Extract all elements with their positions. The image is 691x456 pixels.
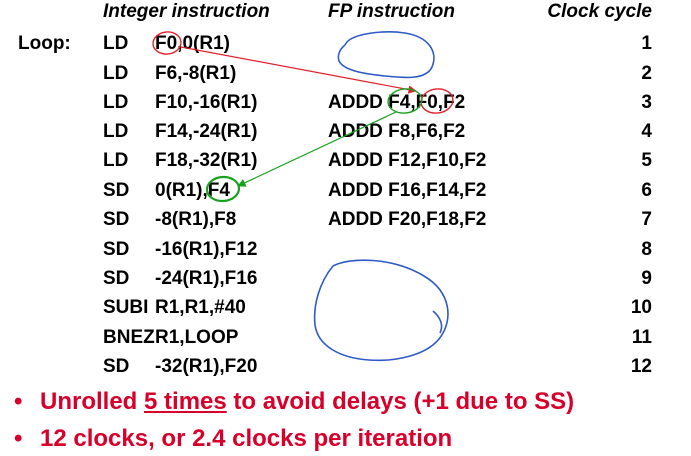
integer-operands: F18,-32(R1) [155, 150, 258, 171]
integer-opcode: LD [103, 33, 129, 54]
bullet-text: Unrolled 5 times to avoid delays (+1 due… [40, 388, 574, 416]
table-row: BNEZ R1,LOOP 11 [0, 327, 691, 357]
bullet-underlined-text: 5 times [144, 388, 227, 415]
table-row: LD F6,-8(R1) 2 [0, 63, 691, 93]
table-row: LD F0,0(R1) 1 [0, 33, 691, 63]
clock-cycle: 10 [630, 297, 652, 318]
integer-operands: F6,-8(R1) [155, 63, 237, 84]
header-integer-instruction: Integer instruction [103, 1, 270, 22]
table-row: LD F14,-24(R1) ADDD F8,F6,F2 4 [0, 121, 691, 151]
fp-instruction: ADDD F4,F0,F2 [328, 92, 466, 113]
clock-cycle: 9 [641, 268, 652, 289]
clock-cycle: 4 [641, 121, 652, 142]
integer-opcode: SD [103, 268, 130, 289]
bullet-text-prefix: Unrolled [40, 388, 145, 415]
integer-opcode: BNEZ [103, 327, 155, 348]
integer-opcode: SD [103, 239, 130, 260]
bullet-marker: • [14, 425, 23, 452]
integer-operands: F0,0(R1) [155, 33, 230, 54]
integer-opcode: LD [103, 121, 129, 142]
table-row: SUBI R1,R1,#40 10 [0, 297, 691, 327]
fp-instruction: ADDD F16,F14,F2 [328, 180, 487, 201]
integer-opcode: LD [103, 92, 129, 113]
table-row: LD F18,-32(R1) ADDD F12,F10,F2 5 [0, 150, 691, 180]
integer-operands: F14,-24(R1) [155, 121, 258, 142]
fp-instruction: ADDD F12,F10,F2 [328, 150, 487, 171]
bullet-text: 12 clocks, or 2.4 clocks per iteration [40, 425, 453, 452]
table-row: SD 0(R1),F4 ADDD F16,F14,F2 6 [0, 180, 691, 210]
clock-cycle: 11 [631, 327, 652, 348]
integer-operands: F10,-16(R1) [155, 92, 258, 113]
integer-operands: -16(R1),F12 [155, 239, 258, 260]
integer-opcode: SD [103, 180, 130, 201]
integer-opcode: SD [103, 356, 130, 377]
integer-operands: R1,R1,#40 [155, 297, 246, 318]
clock-cycle: 8 [641, 239, 652, 260]
clock-cycle: 7 [641, 209, 652, 230]
table-row: LD F10,-16(R1) ADDD F4,F0,F2 3 [0, 92, 691, 122]
integer-opcode: LD [103, 150, 129, 171]
clock-cycle: 6 [641, 180, 652, 201]
header-fp-instruction: FP instruction [328, 1, 456, 22]
bullet-marker: • [14, 388, 23, 415]
clock-cycle: 2 [641, 63, 652, 84]
integer-opcode: SUBI [103, 297, 149, 318]
integer-operands: -32(R1),F20 [155, 356, 258, 377]
table-row: SD -32(R1),F20 12 [0, 356, 691, 386]
clock-cycle: 5 [641, 150, 652, 171]
table-row: SD -8(R1),F8 ADDD F20,F18,F2 7 [0, 209, 691, 239]
integer-opcode: LD [103, 63, 129, 84]
fp-instruction: ADDD F8,F6,F2 [328, 121, 466, 142]
clock-cycle: 3 [641, 92, 652, 113]
integer-operands: -8(R1),F8 [155, 209, 237, 230]
clock-cycle: 12 [630, 356, 652, 377]
table-row: SD -16(R1),F12 8 [0, 239, 691, 269]
integer-operands: -24(R1),F16 [155, 268, 258, 289]
fp-instruction: ADDD F20,F18,F2 [328, 209, 487, 230]
loop-label: Loop: [18, 33, 71, 54]
clock-cycle: 1 [641, 33, 652, 54]
integer-operands: 0(R1),F4 [155, 180, 230, 201]
header-clock-cycle: Clock cycle [547, 1, 652, 22]
integer-opcode: SD [103, 209, 130, 230]
bullet-text-suffix: to avoid delays (+1 due to SS) [226, 388, 575, 415]
table-row: SD -24(R1),F16 9 [0, 268, 691, 298]
integer-operands: R1,LOOP [155, 327, 239, 348]
